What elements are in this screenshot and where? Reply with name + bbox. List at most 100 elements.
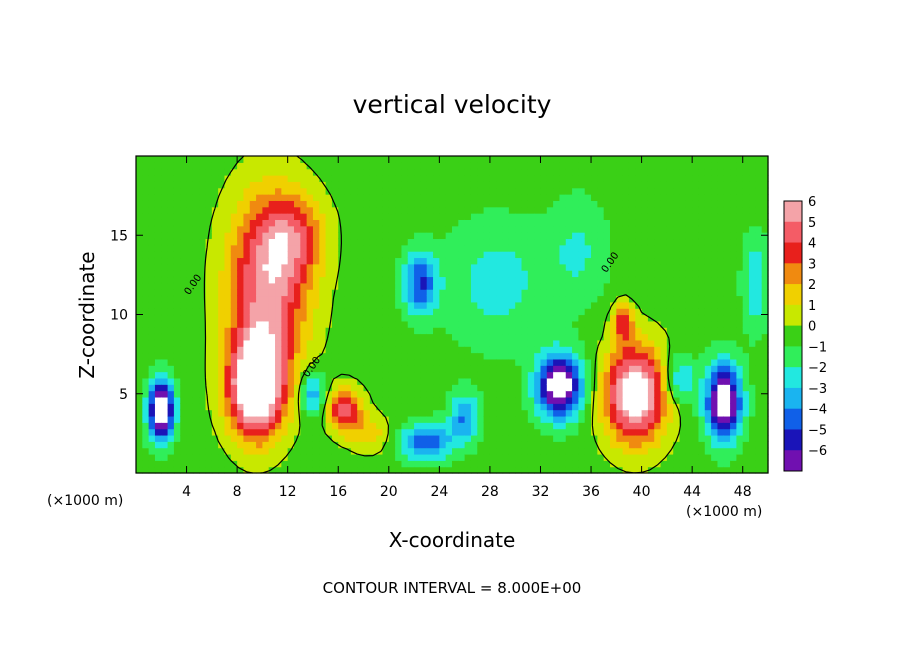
field-cell [312, 403, 320, 411]
field-cell [496, 422, 504, 430]
field-cell [730, 339, 737, 347]
field-cell [591, 194, 598, 201]
field-cell [205, 168, 213, 176]
field-cell [218, 415, 226, 423]
field-cell [319, 460, 327, 468]
field-cell [622, 168, 630, 176]
field-cell [628, 194, 636, 201]
field-cell [401, 339, 409, 347]
field-cell [452, 194, 459, 201]
field-cell [407, 358, 415, 366]
field-cell [331, 327, 339, 335]
field-cell [439, 295, 447, 303]
field-cell [521, 409, 529, 417]
field-cell [578, 194, 586, 201]
field-cell [730, 187, 737, 195]
field-cell [230, 162, 238, 170]
field-cell [502, 219, 510, 227]
field-cell [294, 181, 301, 189]
field-cell [167, 377, 175, 385]
field-cell [439, 358, 447, 366]
field-cell [749, 333, 756, 341]
field-cell [553, 466, 561, 474]
field-cell [692, 276, 700, 284]
field-cell [350, 156, 358, 163]
field-cell [704, 384, 712, 392]
field-cell [673, 232, 681, 240]
field-cell [281, 308, 289, 316]
field-cell [515, 181, 523, 189]
field-cell [717, 422, 725, 430]
field-cell [597, 390, 605, 398]
field-cell [496, 232, 504, 240]
field-cell [338, 327, 346, 335]
field-cell [306, 238, 314, 246]
field-cell [477, 276, 485, 284]
field-cell [382, 365, 390, 373]
field-cell [603, 295, 611, 303]
field-cell [445, 358, 453, 366]
field-cell [553, 460, 561, 468]
field-cell [761, 415, 769, 423]
field-cell [502, 314, 510, 322]
field-cell [458, 175, 466, 182]
field-cell [192, 441, 200, 449]
field-cell [312, 314, 320, 322]
field-cell [578, 415, 586, 423]
field-cell [508, 327, 516, 335]
field-cell [439, 187, 447, 195]
field-cell [388, 314, 396, 322]
field-cell [439, 200, 447, 208]
field-cell [142, 219, 150, 227]
field-cell [136, 371, 143, 379]
field-cell [647, 200, 655, 208]
field-cell [433, 453, 440, 461]
field-cell [622, 384, 630, 392]
field-cell [527, 327, 535, 335]
field-cell [647, 168, 655, 176]
field-cell [186, 333, 194, 341]
field-cell [470, 263, 478, 271]
field-cell [262, 225, 270, 233]
field-cell [268, 352, 276, 360]
field-cell [433, 232, 440, 240]
field-cell [319, 428, 327, 436]
field-cell [666, 428, 674, 436]
field-cell [458, 225, 466, 233]
field-cell [312, 225, 320, 233]
field-cell [344, 251, 352, 259]
field-cell [477, 352, 485, 360]
field-cell [275, 257, 282, 265]
field-cell [376, 238, 384, 246]
field-cell [641, 339, 649, 347]
field-cell [704, 263, 712, 271]
field-cell [692, 352, 700, 360]
field-cell [180, 403, 188, 411]
field-cell [294, 200, 301, 208]
field-cell [635, 320, 643, 328]
field-cell [161, 251, 169, 259]
field-cell [654, 415, 662, 423]
field-cell [749, 396, 756, 404]
field-cell [363, 365, 371, 373]
field-cell [540, 187, 548, 195]
field-cell [458, 168, 466, 176]
field-cell [224, 447, 232, 455]
field-cell [287, 156, 295, 163]
field-cell [704, 200, 712, 208]
field-cell [211, 244, 219, 252]
field-cell [489, 238, 497, 246]
field-cell [237, 244, 245, 252]
field-cell [256, 409, 263, 417]
field-cell [584, 219, 592, 227]
field-cell [142, 384, 150, 392]
field-cell [452, 295, 459, 303]
field-cell [281, 301, 289, 309]
field-cell [312, 453, 320, 461]
field-cell [376, 251, 384, 259]
field-cell [256, 200, 263, 208]
field-cell [572, 352, 579, 360]
field-cell [610, 282, 617, 290]
field-cell [154, 187, 162, 195]
field-cell [610, 251, 617, 259]
